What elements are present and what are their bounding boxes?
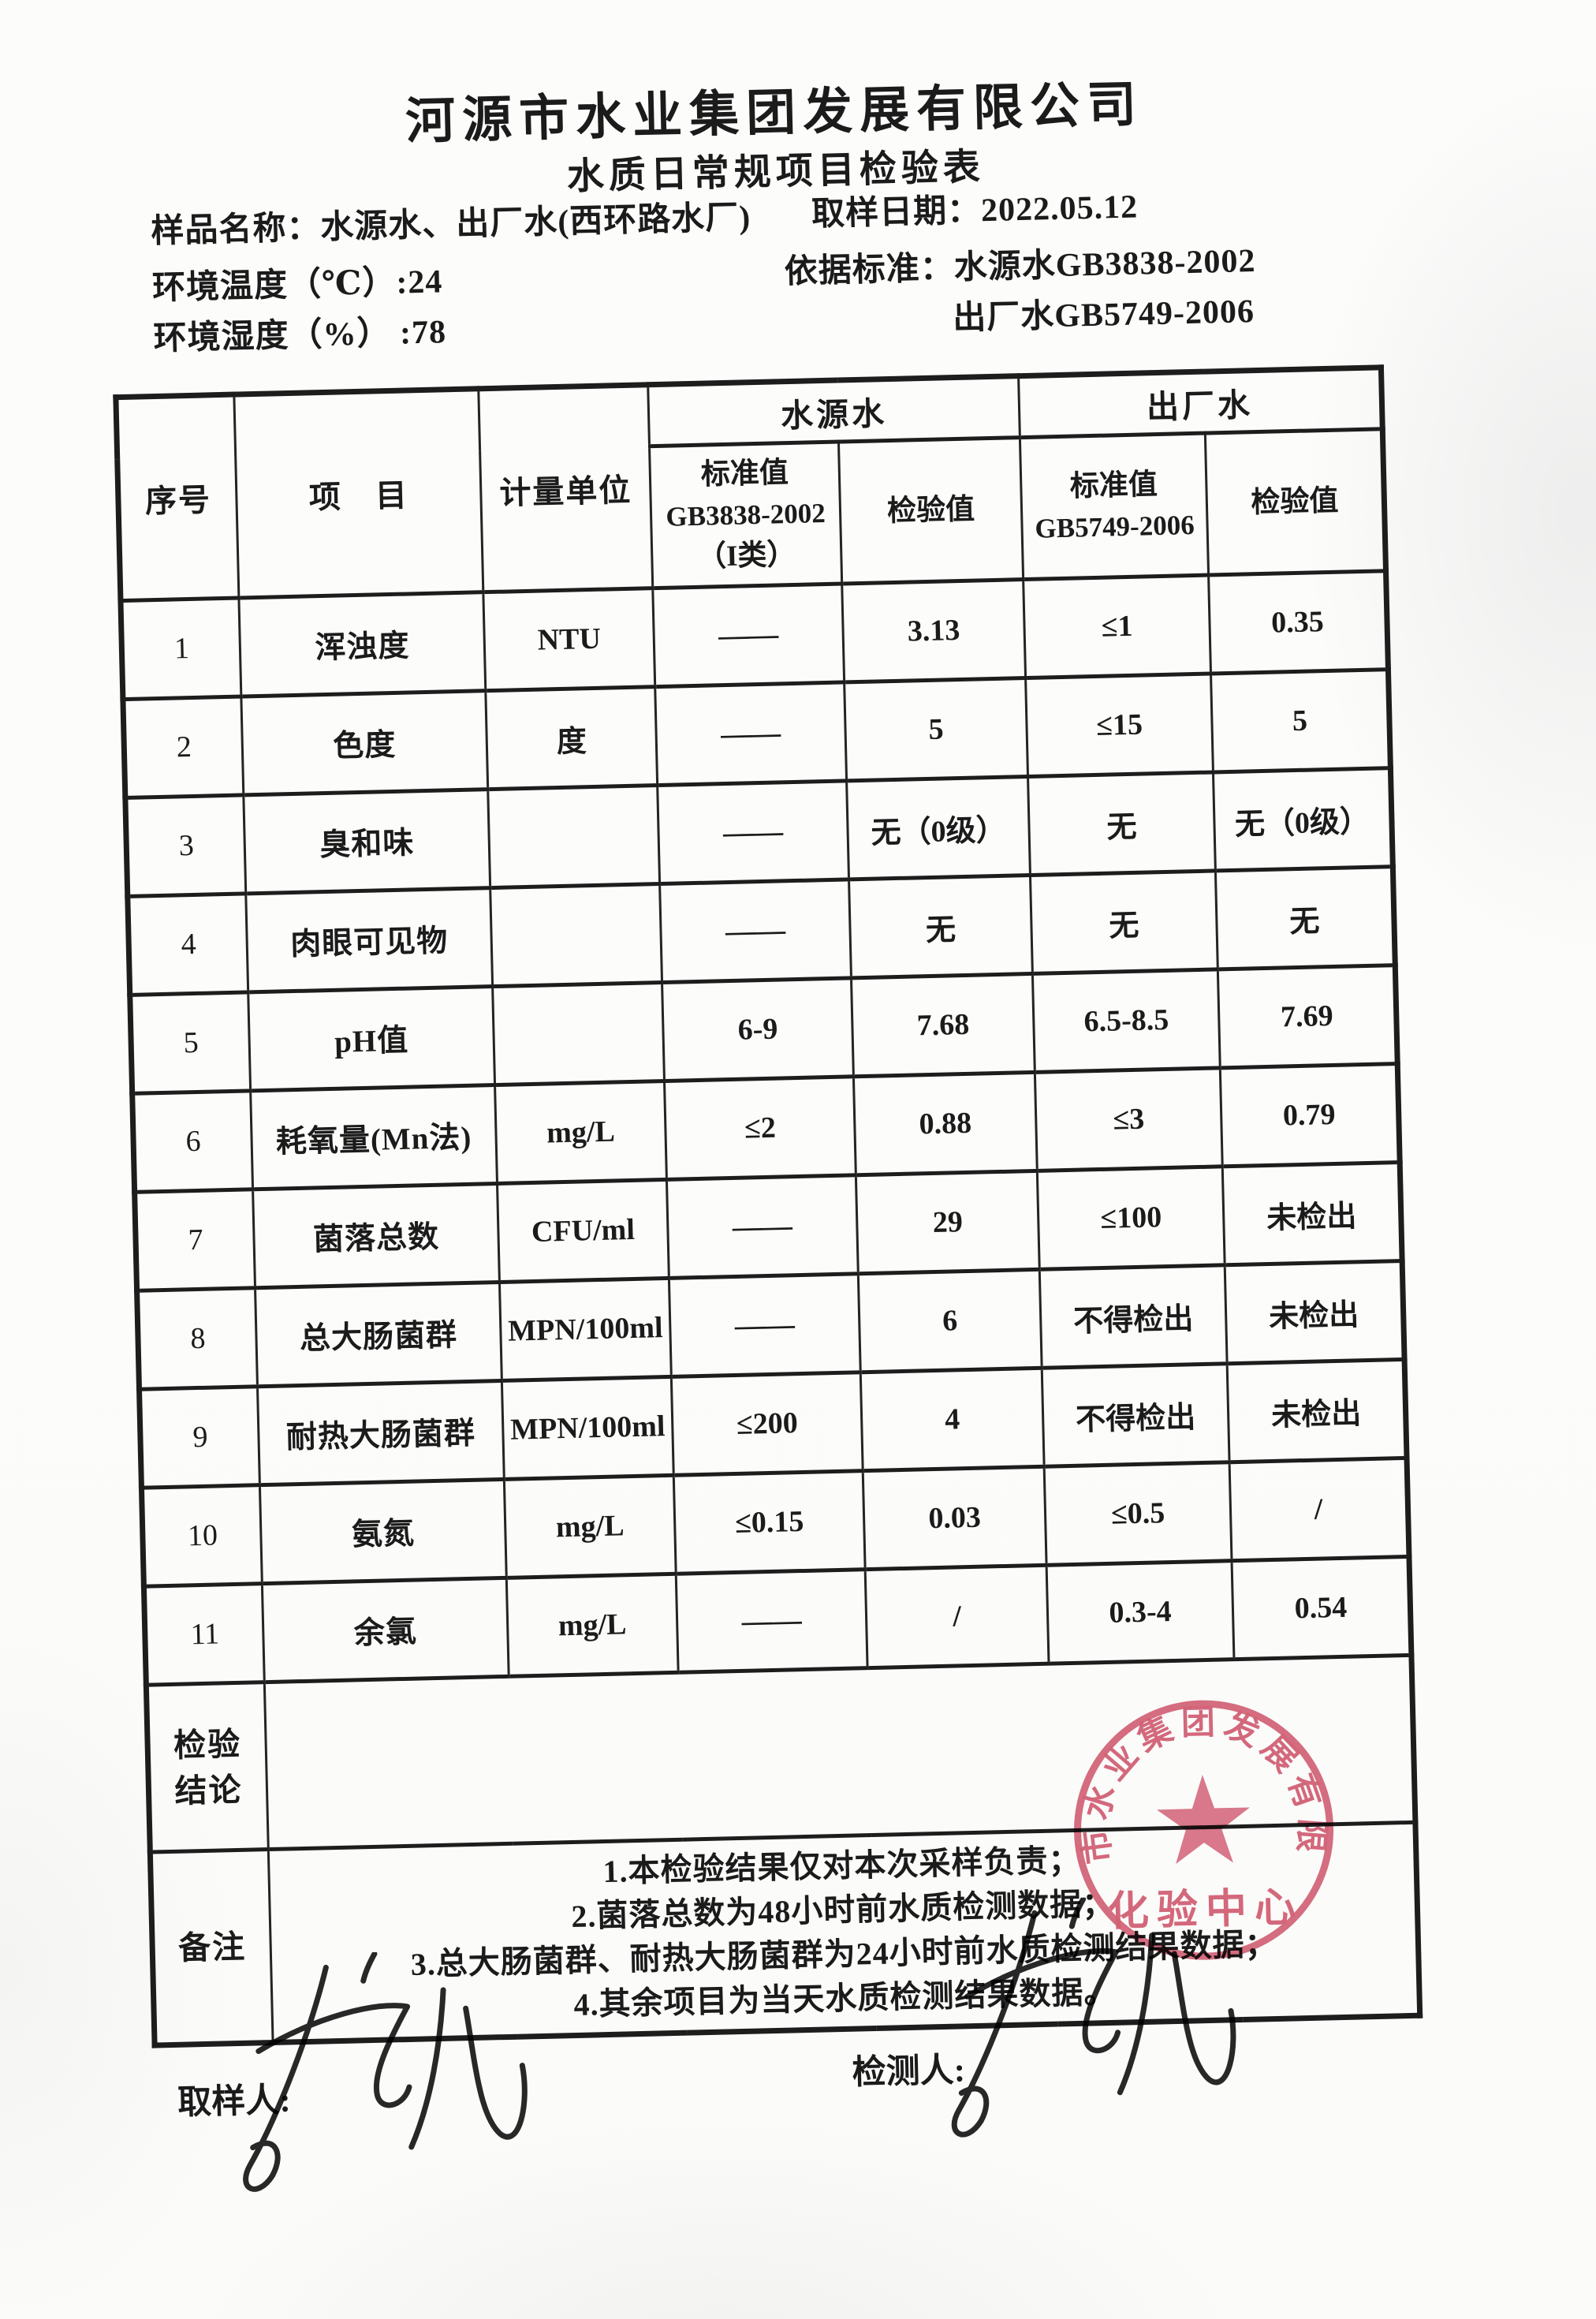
standard-finished-line2: GB5749-2006	[1035, 509, 1195, 544]
basis-standard-source: 依据标准：水源水GB3838-2002	[784, 243, 1256, 291]
col-header-seq: 序号	[115, 394, 239, 601]
standard-source-line3: （I类）	[696, 538, 796, 573]
env-humidity: 环境湿度（%） :78	[153, 314, 447, 357]
seal-star-icon	[1156, 1775, 1250, 1865]
company-seal: 河源市水业集团发展有限公司 化验中心	[1073, 1700, 1334, 1960]
col-header-source-water: 水源水	[647, 375, 1020, 446]
standard-source-line2: GB3838-2002	[666, 497, 826, 532]
seal-center-text: 化验中心	[1107, 1884, 1303, 1935]
tester-signature	[951, 1896, 1236, 2138]
env-temperature: 环境温度（℃）:24	[151, 263, 443, 307]
col-header-standard-finished: 标准值 GB5749-2006	[1020, 433, 1209, 580]
sampler-signature	[243, 1951, 528, 2192]
standard-source-line1: 标准值	[700, 456, 789, 491]
basis-standard-finished: 出厂水GB5749-2006	[952, 293, 1255, 338]
col-header-standard-source: 标准值 GB3838-2002 （I类）	[649, 442, 842, 588]
seal-ring	[1074, 1700, 1334, 1960]
sampling-date: 取样日期：2022.05.12	[811, 189, 1139, 233]
conclusion-label: 检验 结论	[146, 1682, 269, 1853]
col-header-unit: 计量单位	[478, 384, 653, 592]
standard-finished-line1: 标准值	[1069, 468, 1158, 503]
col-header-item: 项 目	[233, 388, 483, 599]
col-header-test-finished: 检验值	[1205, 428, 1386, 576]
col-header-test-source: 检验值	[838, 437, 1024, 584]
col-header-finished-water: 出厂水	[1018, 367, 1383, 438]
